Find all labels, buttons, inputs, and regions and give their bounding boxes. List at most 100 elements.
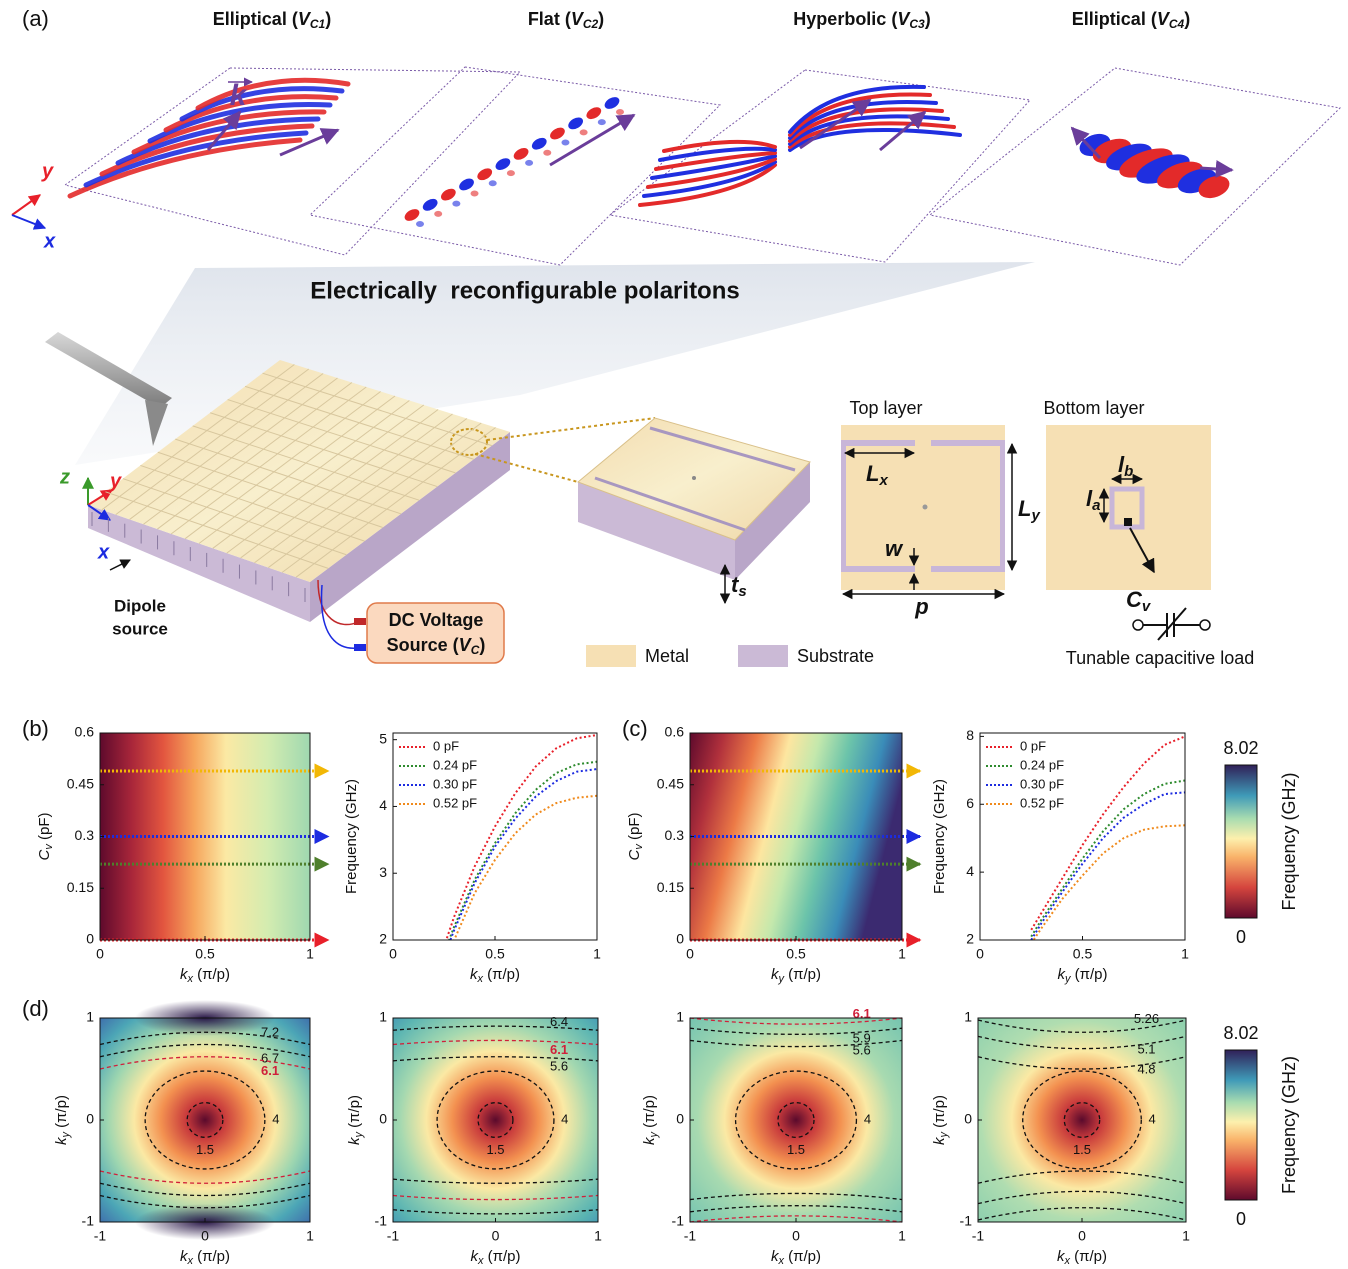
- text-part: (π/p): [1070, 966, 1107, 983]
- y-tick-label: -1: [82, 1213, 95, 1229]
- wave: [416, 221, 424, 227]
- legend-label: 0.24 pF: [433, 757, 477, 772]
- legend-label: 0.52 pF: [1020, 795, 1064, 810]
- strip: [1000, 440, 1005, 572]
- x-tick-label: 0: [96, 946, 104, 962]
- mode-title: Elliptical (VC1): [213, 9, 331, 31]
- mode-title: Elliptical (VC4): [1072, 9, 1190, 31]
- y-tick-label: 6: [966, 795, 974, 811]
- y-tick-label: 8: [966, 727, 974, 743]
- x-tick-label: 0: [976, 946, 984, 962]
- x-tick-label: -1: [684, 1228, 697, 1244]
- y-tick-label: 0: [379, 1111, 387, 1127]
- text-part: C2: [583, 17, 599, 31]
- colorbar-label: Frequency (GHz): [1279, 1056, 1299, 1194]
- y-tick-label: 0: [86, 1111, 94, 1127]
- y-tick-label: 0.6: [75, 724, 95, 740]
- dc-label: Source (VC): [387, 635, 486, 657]
- y-tick-label: 1: [964, 1009, 972, 1025]
- text-part: Elliptical (: [213, 9, 298, 29]
- x-axis-label: kx (π/p): [180, 966, 230, 985]
- panel-label: (c): [622, 716, 648, 741]
- wave: [403, 207, 422, 224]
- y-tick-label: -1: [960, 1213, 973, 1229]
- legend-label: 0 pF: [433, 738, 459, 753]
- dim-label: w: [885, 536, 904, 561]
- strip: [841, 440, 846, 572]
- axis-arrow: [12, 195, 40, 215]
- pointer: [110, 560, 130, 570]
- x-tick-label: 1: [898, 946, 906, 962]
- contour-label: 5.1: [1137, 1041, 1155, 1056]
- plane: [310, 67, 720, 265]
- legend-swatch: [738, 645, 788, 667]
- dipole-label: Dipole: [114, 596, 166, 615]
- legend-swatch: [586, 645, 636, 667]
- text-part: (π/p): [641, 1095, 658, 1132]
- series-line: [1031, 792, 1185, 940]
- legend-label: Metal: [645, 646, 689, 666]
- wave: [475, 166, 494, 183]
- colorbar-tick-label: 8.02: [1223, 738, 1258, 758]
- text-part: v: [1142, 598, 1152, 615]
- contour-label: 1.5: [1073, 1142, 1091, 1157]
- legend-label: 0.52 pF: [433, 795, 477, 810]
- x-tick-label: 0.5: [1073, 946, 1093, 962]
- x-tick-label: 0: [792, 1228, 800, 1244]
- x-tick-label: 1: [594, 1228, 602, 1244]
- x-tick-label: 1: [593, 946, 601, 962]
- contour-label: 4.8: [1137, 1062, 1155, 1077]
- layer-title: Top layer: [849, 398, 922, 418]
- text-part: C: [626, 850, 643, 861]
- text-part: ): [479, 635, 485, 655]
- x-tick-label: 1: [1182, 1228, 1190, 1244]
- x-tick-label: 0: [389, 946, 397, 962]
- y-axis-label: Cv (pF): [626, 812, 645, 860]
- axis-arrow: [12, 215, 45, 228]
- text-part: (π/p): [483, 966, 520, 983]
- y-tick-label: 1: [676, 1009, 684, 1025]
- wave: [603, 95, 622, 112]
- wave: [471, 190, 479, 196]
- x-axis-label: kx (π/p): [470, 1248, 520, 1267]
- y-tick-label: 4: [966, 863, 974, 879]
- strip: [931, 566, 1005, 572]
- y-axis-label: ky (π/p): [346, 1095, 365, 1145]
- text-part: C4: [1169, 17, 1185, 31]
- legend-label: 0 pF: [1020, 738, 1046, 753]
- dim-label: Cv: [1126, 587, 1152, 615]
- bottom-layer: [1046, 425, 1211, 590]
- colorbar-tick-label: 0: [1236, 927, 1246, 947]
- text-part: L: [866, 461, 879, 486]
- load-label: Tunable capacitive load: [1066, 648, 1254, 668]
- text-part: (π/p): [784, 1248, 821, 1265]
- wave: [525, 160, 533, 166]
- text-part: L: [1018, 496, 1031, 521]
- page: { "panel_a": { "label": "(a)", "modes": …: [0, 0, 1348, 1269]
- x-tick-label: 1: [898, 1228, 906, 1244]
- y-tick-label: 0.3: [665, 827, 685, 843]
- wave: [548, 125, 567, 142]
- cap-symbol: [1143, 608, 1200, 640]
- series-line: [1031, 825, 1185, 943]
- y-tick-label: 0.15: [67, 879, 94, 895]
- colorbar: [1225, 1050, 1257, 1200]
- axis-label: y: [109, 470, 122, 492]
- text-part: (pF): [626, 812, 643, 844]
- x-tick-label: -1: [94, 1228, 107, 1244]
- legend-label: 0.30 pF: [1020, 776, 1064, 791]
- panel-label: (a): [22, 6, 49, 31]
- contour-label: 1.5: [486, 1142, 504, 1157]
- legend-label: Substrate: [797, 646, 874, 666]
- colorbar-tick-label: 8.02: [1223, 1023, 1258, 1043]
- zoom-line: [487, 418, 655, 440]
- contour-label: 4: [1149, 1111, 1156, 1126]
- y-tick-label: 3: [379, 864, 387, 880]
- wave: [421, 196, 440, 213]
- layer-title: Bottom layer: [1043, 398, 1144, 418]
- text-part: x: [878, 472, 888, 489]
- strip: [841, 566, 915, 572]
- text-part: s: [738, 583, 746, 600]
- text-part: y: [1030, 507, 1040, 524]
- wave: [616, 109, 624, 115]
